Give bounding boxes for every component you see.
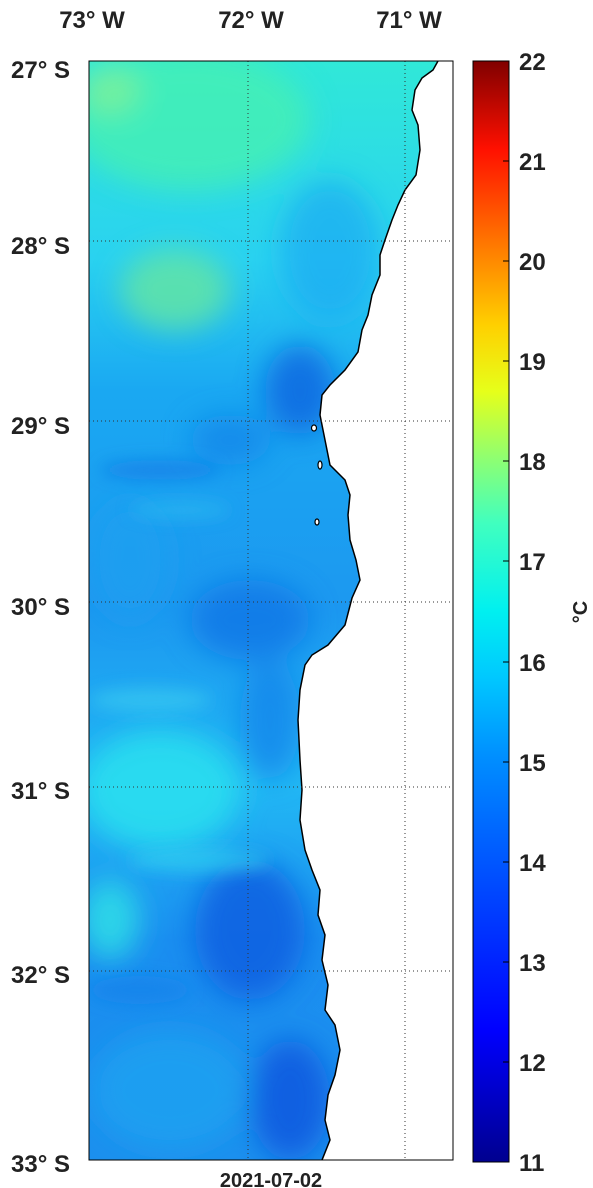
- lat-label: 27° S: [11, 57, 70, 84]
- lon-label: 73° W: [59, 7, 125, 34]
- colorbar-tick-label: 18: [519, 449, 546, 476]
- lat-label: 33° S: [11, 1151, 70, 1178]
- date-label: 2021-07-02: [220, 1170, 322, 1188]
- island: [317, 460, 323, 470]
- land-area: [297, 61, 453, 1160]
- colorbar-tick-label: 13: [519, 950, 546, 977]
- graticule: [89, 61, 453, 1160]
- colorbar-tick-label: 19: [519, 349, 546, 376]
- colorbar: [472, 60, 510, 1163]
- colorbar-tick-label: 17: [519, 549, 546, 576]
- lat-label: 29° S: [11, 413, 70, 440]
- lat-label: 28° S: [11, 233, 70, 260]
- colorbar-tick-label: 12: [519, 1050, 546, 1077]
- colorbar-tick-label: 21: [519, 149, 546, 176]
- colorbar-ticks: [503, 160, 509, 1063]
- colorbar-tick-label: 14: [519, 850, 546, 877]
- island: [314, 518, 320, 526]
- lat-label: 32° S: [11, 962, 70, 989]
- lon-label: 72° W: [218, 7, 284, 34]
- colorbar-tick-label: 20: [519, 249, 546, 276]
- map-frame: [88, 60, 454, 1161]
- colorbar-tick-label: 15: [519, 750, 546, 777]
- colorbar-tick-label: 22: [519, 49, 546, 76]
- colorbar-tick-label: 16: [519, 650, 546, 677]
- colorbar-unit: °C: [570, 601, 592, 623]
- island: [310, 424, 318, 432]
- lat-label: 31° S: [11, 778, 70, 805]
- coastline: [297, 61, 439, 1160]
- colorbar-tick-label: 11: [519, 1150, 544, 1177]
- lon-label: 71° W: [376, 7, 442, 34]
- lat-label: 30° S: [11, 594, 70, 621]
